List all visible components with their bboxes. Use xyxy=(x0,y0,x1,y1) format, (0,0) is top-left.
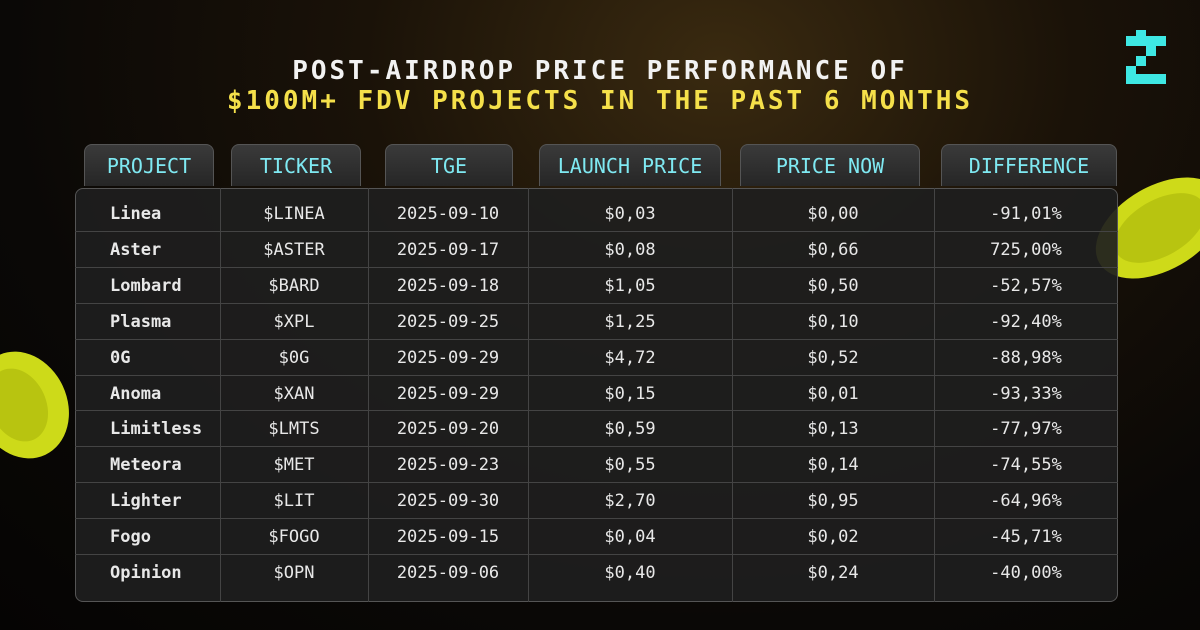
table-cell: $0,40 xyxy=(604,563,656,583)
column-header: TICKER xyxy=(231,144,361,186)
table-cell: $FOGO xyxy=(268,527,320,548)
subtitle: $100M+ FDV PROJECTS IN THE PAST 6 MONTHS xyxy=(226,86,974,116)
row-divider xyxy=(75,410,1118,412)
table-cell: $XAN xyxy=(273,383,315,404)
table-cell: $LINEA xyxy=(263,204,325,224)
table-cell: 2025-09-17 xyxy=(396,239,500,260)
table-cell: -93,33% xyxy=(990,383,1062,404)
table-cell: $2,70 xyxy=(604,491,656,512)
table-cell: 2025-09-10 xyxy=(396,204,500,224)
coin-right xyxy=(1095,177,1200,279)
table-cell: 2025-09-15 xyxy=(396,527,500,548)
column-divider xyxy=(368,188,369,602)
table-cell: -52,57% xyxy=(990,275,1062,296)
table-cell: $0,00 xyxy=(807,204,859,224)
row-divider xyxy=(75,518,1118,520)
table-cell: $0,55 xyxy=(604,455,656,476)
table-cell: $0,14 xyxy=(807,455,859,476)
table-cell: -64,96% xyxy=(990,491,1062,512)
table-cell: $0,24 xyxy=(807,563,859,583)
table-cell: 2025-09-29 xyxy=(396,383,500,404)
table-cell: -91,01% xyxy=(990,204,1062,224)
row-divider xyxy=(75,338,1118,340)
column-divider xyxy=(220,188,221,602)
table-cell: $LMTS xyxy=(268,419,320,440)
row-divider xyxy=(75,302,1118,304)
table-cell: $LIT xyxy=(273,491,315,512)
table-cell: $1,05 xyxy=(604,275,656,296)
table-cell: Limitless xyxy=(110,419,203,440)
table-cell: $0,50 xyxy=(807,275,859,296)
title: POST-AIRDROP PRICE PERFORMANCE OF xyxy=(292,56,908,86)
table-cell: 0G xyxy=(110,347,131,368)
table-cell: 2025-09-06 xyxy=(396,563,500,583)
table-cell: -92,40% xyxy=(990,311,1062,332)
row-divider xyxy=(75,446,1118,448)
table-cell: $BARD xyxy=(268,275,320,296)
table xyxy=(75,188,1118,602)
table-cell: -77,97% xyxy=(990,419,1062,440)
column-divider xyxy=(732,188,733,602)
table-cell: $0,10 xyxy=(807,311,859,332)
table-cell: Fogo xyxy=(110,527,151,548)
column-header: TGE xyxy=(385,144,513,186)
table-cell: -40,00% xyxy=(990,563,1062,583)
column-header: DIFFERENCE xyxy=(941,144,1117,186)
table-cell: $0,95 xyxy=(807,491,859,512)
table-cell: $1,25 xyxy=(604,311,656,332)
table-cell: -74,55% xyxy=(990,455,1062,476)
table-cell: -45,71% xyxy=(990,527,1062,548)
table-cell: 2025-09-29 xyxy=(396,347,500,368)
table-cell: 2025-09-23 xyxy=(396,455,500,476)
table-cell: $4,72 xyxy=(604,347,656,368)
table-cell: $0,13 xyxy=(807,419,859,440)
table-cell: 725,00% xyxy=(990,239,1062,260)
table-cell: 2025-09-20 xyxy=(396,419,500,440)
column-divider xyxy=(934,188,935,602)
table-cell: $XPL xyxy=(273,311,315,332)
table-cell: $0,01 xyxy=(807,383,859,404)
table-cell: $0,04 xyxy=(604,527,656,548)
row-divider xyxy=(75,554,1118,555)
row-divider xyxy=(75,230,1118,232)
row-divider xyxy=(75,266,1118,268)
column-divider xyxy=(528,188,529,602)
table-cell: $MET xyxy=(273,455,315,476)
column-header: PRICE NOW xyxy=(740,144,920,186)
table-cell: 2025-09-30 xyxy=(396,491,500,512)
row-divider xyxy=(75,374,1118,376)
table-cell: 2025-09-25 xyxy=(396,311,500,332)
coin-left xyxy=(0,351,69,459)
table-cell: Aster xyxy=(110,239,162,260)
table-cell: $OPN xyxy=(273,563,315,583)
table-cell: $0,08 xyxy=(604,239,656,260)
table-cell: $0G xyxy=(278,347,310,368)
column-header: LAUNCH PRICE xyxy=(539,144,721,186)
table-cell: Linea xyxy=(110,204,162,224)
table-cell: Plasma xyxy=(110,311,172,332)
table-cell: -88,98% xyxy=(990,347,1062,368)
table-cell: $0,15 xyxy=(604,383,656,404)
table-cell: 2025-09-18 xyxy=(396,275,500,296)
table-cell: $0,59 xyxy=(604,419,656,440)
table-cell: Opinion xyxy=(110,563,182,583)
table-cell: Lighter xyxy=(110,491,182,512)
logo xyxy=(1126,30,1166,84)
table-cell: $0,66 xyxy=(807,239,859,260)
column-header: PROJECT xyxy=(84,144,214,186)
table-cell: $ASTER xyxy=(263,239,325,260)
table-cell: Meteora xyxy=(110,455,182,476)
table-cell: Lombard xyxy=(110,275,182,296)
table-cell: $0,52 xyxy=(807,347,859,368)
row-divider xyxy=(75,482,1118,484)
table-cell: $0,03 xyxy=(604,204,656,224)
table-cell: Anoma xyxy=(110,383,162,404)
table-cell: $0,02 xyxy=(807,527,859,548)
